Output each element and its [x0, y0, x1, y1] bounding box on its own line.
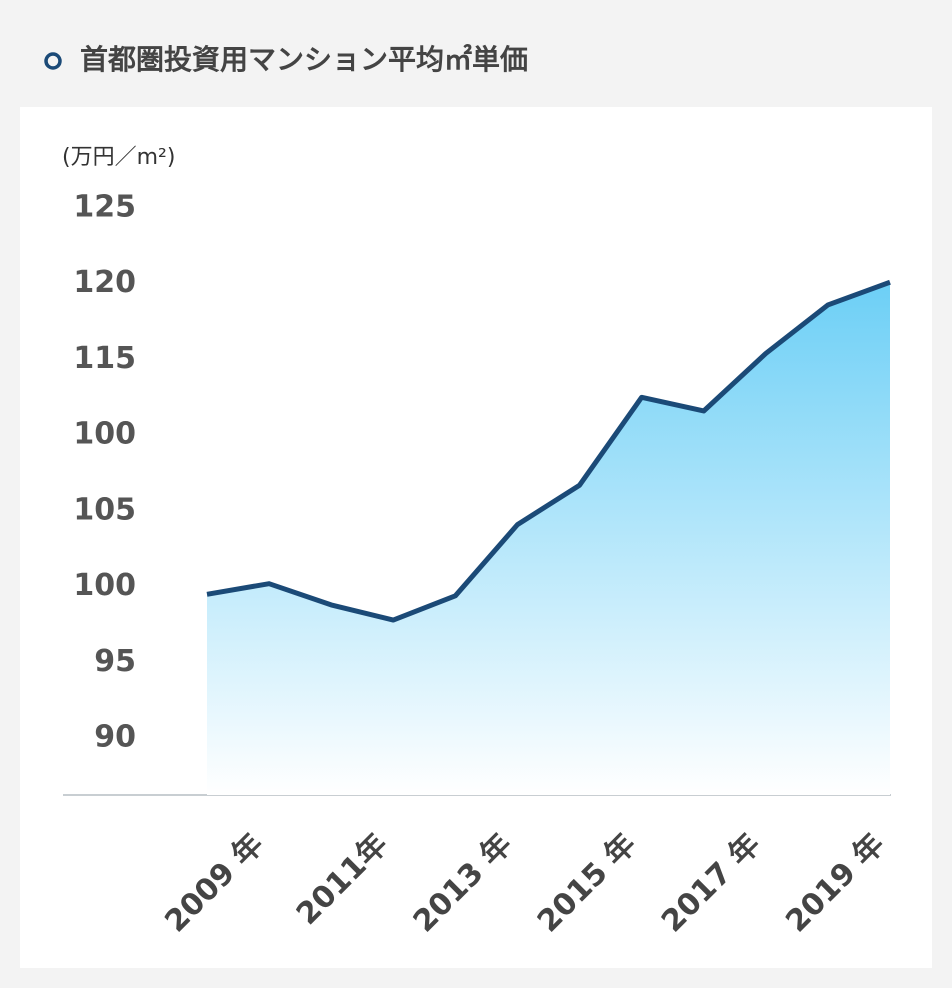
- y-tick-label: 125: [73, 190, 136, 225]
- y-axis-label: (万円／m²): [62, 145, 175, 170]
- y-tick-label: 90: [94, 720, 136, 755]
- area: [207, 282, 890, 795]
- y-tick-label: 120: [73, 265, 136, 300]
- y-tick-label: 115: [73, 341, 136, 376]
- y-tick-label: 100: [73, 417, 136, 452]
- y-tick-label: 105: [73, 492, 136, 527]
- y-tick-label: 95: [94, 644, 136, 679]
- y-tick-label: 100: [73, 568, 136, 603]
- title-icon: [44, 52, 62, 70]
- line: [206, 279, 891, 623]
- chart-title: 首都圏投資用マンション平均㎡単価: [80, 43, 528, 76]
